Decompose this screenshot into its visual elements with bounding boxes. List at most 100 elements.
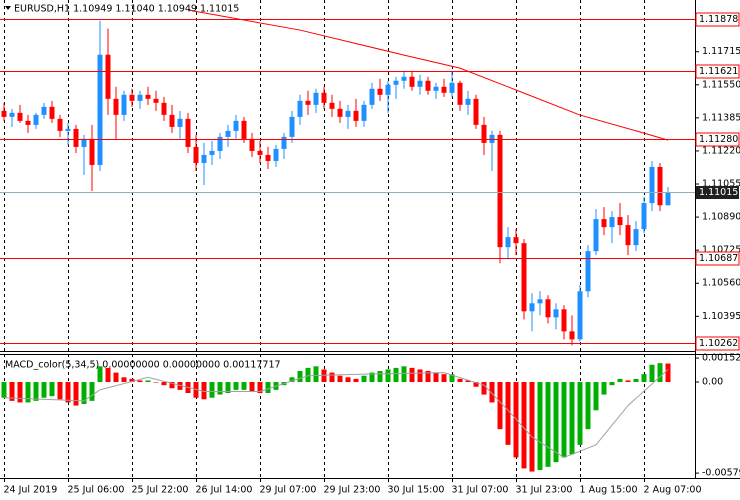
candle-body	[529, 303, 535, 312]
candle-body	[513, 237, 519, 244]
candle-body	[169, 114, 175, 127]
macd-bar	[73, 382, 79, 406]
macd-bar	[393, 367, 399, 383]
macd-bar	[121, 377, 127, 383]
candle-body	[337, 108, 343, 117]
candle-body	[449, 82, 455, 93]
macd-bar	[489, 382, 495, 403]
macd-bar	[177, 382, 183, 390]
macd-bar	[313, 366, 319, 383]
candle-body	[81, 138, 87, 147]
macd-bar	[585, 382, 591, 430]
candle-body	[457, 82, 463, 105]
candle-body	[569, 331, 575, 340]
macd-bar	[449, 374, 455, 383]
x-tick-label: 29 Jul 07:00	[260, 485, 317, 496]
candle-body	[233, 120, 239, 131]
x-tick-label: 26 Jul 14:00	[196, 485, 253, 496]
macd-bar	[577, 382, 583, 445]
candle-body	[65, 128, 71, 131]
level-label: 1.11878	[699, 14, 738, 25]
macd-panel	[1, 363, 671, 472]
macd-bar	[625, 380, 631, 383]
y-tick-label: 1.10725	[702, 245, 740, 256]
macd-bar	[537, 382, 543, 470]
macd-bar	[465, 380, 471, 383]
level-label: 1.11621	[699, 66, 738, 77]
candle-body	[137, 94, 143, 101]
menu-triangle[interactable]	[5, 6, 11, 10]
x-tick-label: 25 Jul 06:00	[68, 485, 125, 496]
macd-bar	[161, 382, 167, 386]
candle-body	[625, 225, 631, 246]
y-tick-label: 1.10560	[702, 278, 740, 289]
candle-body	[361, 104, 367, 121]
y-tick-label: 1.11550	[702, 79, 740, 90]
macd-bar	[217, 382, 223, 395]
candle-body	[641, 203, 647, 230]
level-label-box	[695, 336, 740, 351]
candle-body	[561, 309, 567, 332]
level-label: 1.10687	[699, 253, 738, 264]
price-panel	[0, 9, 695, 346]
macd-bar	[153, 382, 159, 383]
macd-bar	[337, 375, 343, 383]
macd-bar	[433, 372, 439, 383]
candle-body	[49, 106, 55, 119]
macd-bar	[609, 382, 615, 386]
candle-body	[497, 134, 503, 248]
macd-bar	[441, 374, 447, 383]
candle-body	[201, 154, 207, 163]
candle-body	[601, 219, 607, 228]
candle-body	[329, 102, 335, 109]
level-label-box	[695, 12, 740, 27]
level-label: 1.11280	[699, 134, 738, 145]
candle-body	[73, 128, 79, 147]
y-tick-label: 1.11715	[702, 46, 740, 57]
candle-body	[425, 80, 431, 91]
macd-bar	[361, 375, 367, 383]
x-tick-label: 31 Jul 07:00	[452, 485, 509, 496]
macd-bar	[497, 382, 503, 430]
candle-body	[593, 219, 599, 252]
macd-bar	[289, 377, 295, 383]
signal-line	[3, 369, 669, 458]
candle-body	[121, 94, 127, 115]
macd-bar	[17, 382, 23, 403]
macd-bar	[505, 382, 511, 445]
macd-bar	[129, 378, 135, 383]
x-tick-label: 29 Jul 23:00	[324, 485, 381, 496]
candle-body	[281, 136, 287, 149]
candle-body	[161, 102, 167, 115]
candle-body	[409, 76, 415, 87]
candle-body	[465, 98, 471, 105]
macd-bar	[473, 382, 479, 387]
candle-body	[385, 84, 391, 95]
candle-body	[209, 150, 215, 155]
macd-bar	[225, 382, 231, 394]
candle-body	[153, 98, 159, 103]
candle-body	[185, 118, 191, 147]
macd-bar	[353, 378, 359, 383]
macd-bar	[617, 378, 623, 383]
y-tick-label: 0.00	[702, 377, 723, 388]
candle-body	[33, 114, 39, 125]
x-tick-label: 25 Jul 22:00	[132, 485, 189, 496]
candle-body	[177, 118, 183, 127]
macd-bar	[145, 380, 151, 383]
macd-bar	[633, 378, 639, 383]
y-tick-label: 1.10395	[702, 311, 740, 322]
candle-body	[321, 92, 327, 103]
macd-bar	[81, 382, 87, 405]
candle-body	[305, 100, 311, 105]
macd-bar	[649, 364, 655, 383]
current-price-box	[696, 186, 739, 199]
macd-bar	[409, 367, 415, 383]
macd-bar	[105, 367, 111, 383]
macd-bar	[137, 380, 143, 383]
macd-bar	[417, 369, 423, 383]
macd-bar	[601, 382, 607, 395]
macd-bar	[529, 382, 535, 472]
macd-bar	[209, 382, 215, 398]
